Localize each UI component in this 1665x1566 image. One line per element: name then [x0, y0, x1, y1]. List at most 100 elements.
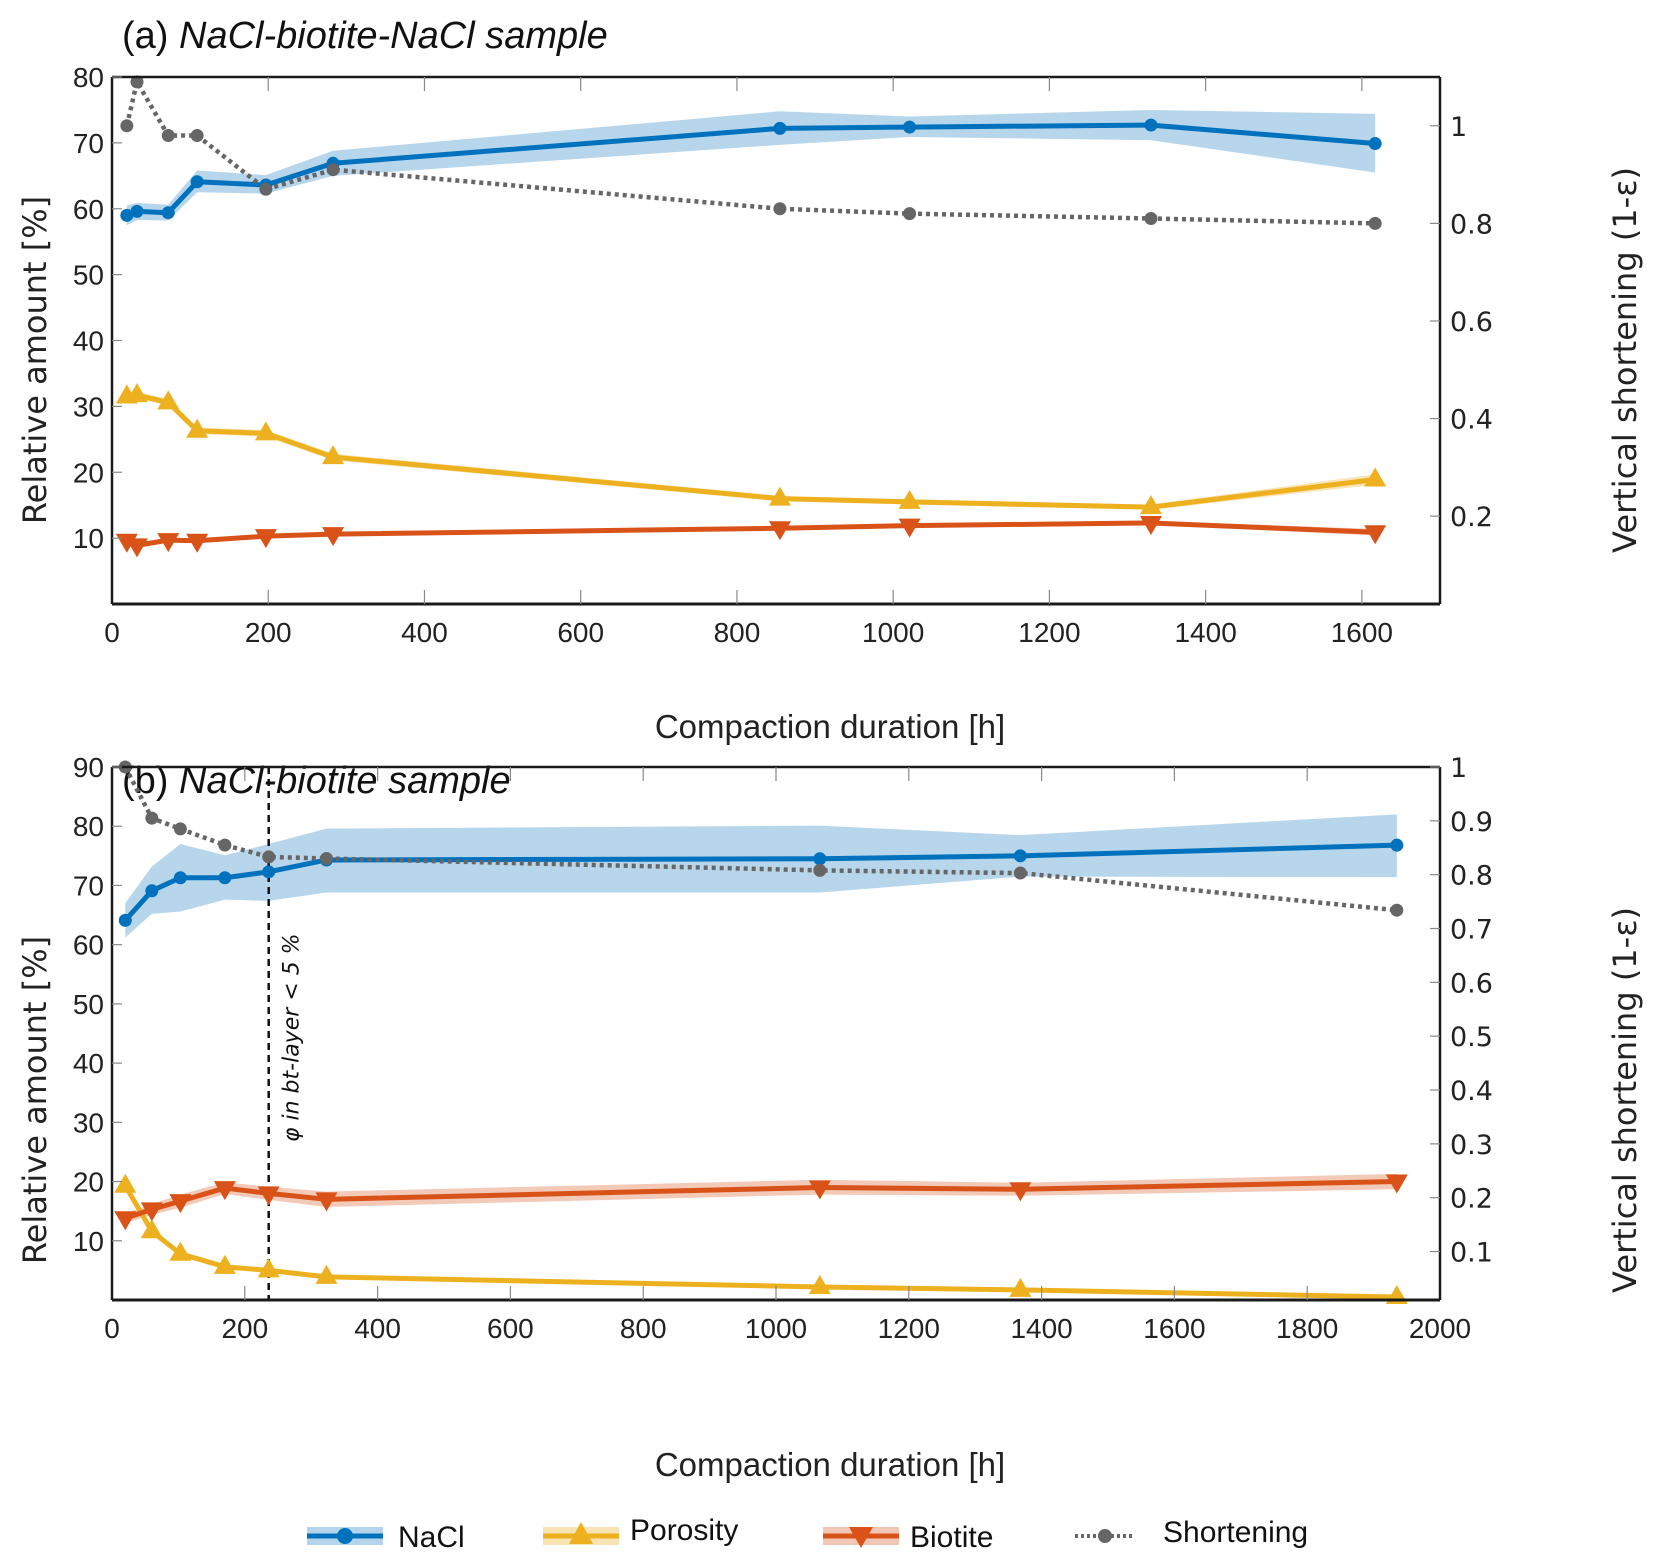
panel-a-y-tick-label: 50	[73, 260, 104, 291]
panel-a-nacl-point	[903, 120, 917, 134]
panel-b-nacl-point	[145, 884, 159, 898]
panel-b-biotite-point	[1385, 1174, 1408, 1194]
panel-a-shortening-point	[773, 202, 787, 216]
panel-b-y2-tick-label: 0.6	[1450, 968, 1493, 999]
panel-a-porosity-point	[768, 486, 791, 506]
panel-b-y2-tick-label: 0.7	[1450, 915, 1493, 946]
legend-biotite-marker	[849, 1527, 873, 1548]
legend: NaCl Porosity Biotite Shortening	[307, 1514, 1308, 1554]
panel-a: (a) NaCl-biotite-NaCl sample 0 200 400 600 8…	[16, 15, 1644, 745]
panel-a-x-tick-label: 1200	[1018, 617, 1080, 648]
panel-a-y-tick-label: 40	[73, 326, 104, 357]
legend-item-biotite: Biotite	[823, 1521, 993, 1554]
panel-b-x-tick-label: 800	[620, 1313, 667, 1344]
legend-item-porosity: Porosity	[543, 1514, 738, 1547]
panel-a-nacl-line	[125, 122, 1376, 218]
panel-a-x-tick-label: 0	[104, 617, 120, 648]
panel-a-x-tick-label: 800	[714, 617, 761, 648]
panel-a-y-tick-label: 20	[73, 457, 104, 488]
panel-a-biotite-point	[186, 533, 209, 553]
panel-a-shortening-point	[903, 207, 917, 221]
panel-b-x-tick-label: 600	[487, 1313, 534, 1344]
panel-a-porosity-band	[126, 391, 1376, 510]
panel-a-nacl-point	[161, 206, 175, 220]
panel-a-title: (a) NaCl-biotite-NaCl sample	[122, 15, 608, 57]
panel-a-biotite-point	[125, 538, 148, 558]
panel-b-y-axis-label: Relative amount [%]	[16, 936, 54, 1264]
panel-b-y2-tick-label: 1	[1450, 753, 1467, 784]
panel-a-shortening-point	[190, 129, 204, 143]
panel-a-nacl-band	[126, 109, 1376, 226]
panel-b-y-tick-label: 60	[73, 930, 104, 961]
panel-a-shortening-point	[161, 129, 175, 143]
panel-a-nacl-point	[190, 175, 204, 189]
panel-a-axes: 0 200 400 600 800 1000 1200 1400 1600 10 20 30 40 50 6…	[73, 62, 1493, 648]
panel-b-nacl-point	[262, 865, 276, 879]
panel-b-shortening-point	[1013, 866, 1027, 880]
panel-b-y-tick-label: 80	[73, 811, 104, 842]
panel-b-annotation-text: φ in bt-layer < 5 %	[280, 933, 305, 1142]
panel-a-biotite-point	[157, 533, 180, 553]
panel-b-biotite-point	[315, 1192, 338, 1212]
panel-b-shortening-point	[218, 838, 232, 852]
panel-a-porosity-point	[157, 390, 180, 410]
panel-a-biotite-point	[322, 527, 345, 547]
panel-a-porosity-point	[125, 383, 148, 403]
panel-a-porosity-point	[898, 489, 921, 509]
panel-a-nacl-point	[1368, 137, 1382, 151]
panel-b-shortening-line	[123, 765, 1398, 913]
legend-item-shortening: Shortening	[1075, 1516, 1308, 1549]
panel-b-y-tick-label: 20	[73, 1167, 104, 1198]
panel-a-shortening-point	[326, 163, 340, 177]
panel-a-biotite-point	[1364, 525, 1387, 545]
panel-b-shortening-point	[813, 863, 827, 877]
panel-b-biotite-line	[124, 1179, 1397, 1221]
panel-b-y2-axis-label: Vertical shortening (1-ε)	[1606, 907, 1644, 1293]
panel-b-y2-tick-label: 0.8	[1450, 861, 1493, 892]
panel-a-nacl-point	[1144, 118, 1158, 132]
panel-b-porosity-point	[315, 1264, 338, 1284]
panel-b-y-tick-label: 50	[73, 989, 104, 1020]
panel-b-shortening-point	[145, 811, 159, 825]
panel-a-porosity-point	[1139, 495, 1162, 515]
panel-b-shortening-point	[173, 822, 187, 836]
panel-b-porosity-point	[140, 1219, 163, 1239]
panel-a-shortening-point	[130, 75, 144, 89]
legend-porosity-label: Porosity	[630, 1514, 738, 1547]
panel-b-y-tick-label: 40	[73, 1048, 104, 1079]
panel-a-title-prefix: (a)	[122, 15, 168, 57]
panel-b-x-tick-label: 1800	[1276, 1313, 1338, 1344]
panel-b-x-tick-label: 1000	[745, 1313, 807, 1344]
panel-b-nacl-point	[1390, 838, 1404, 852]
panel-a-biotite-point	[1139, 515, 1162, 535]
panel-a-biotite-line	[125, 520, 1376, 548]
panel-b-y-tick-label: 90	[73, 752, 104, 783]
panel-b-shortening-point	[262, 850, 276, 864]
panel-b-nacl-point	[173, 871, 187, 885]
panel-b-nacl-band	[125, 814, 1397, 938]
legend-nacl-label: NaCl	[398, 1521, 465, 1554]
panel-b-x-tick-label: 400	[354, 1313, 401, 1344]
panel-b-axes: 0 200 400 600 800 1000 1200 1400 1600 1800 2000 10 2…	[73, 752, 1493, 1344]
panel-a-porosity-point	[322, 445, 345, 465]
panel-b-nacl-point	[118, 913, 132, 927]
legend-item-nacl: NaCl	[307, 1521, 465, 1554]
panel-b-x-tick-label: 200	[221, 1313, 268, 1344]
legend-nacl-marker	[337, 1528, 353, 1544]
panel-b-biotite-point	[257, 1186, 280, 1206]
panel-a-x-tick-label: 1000	[862, 617, 924, 648]
panel-b-nacl-point	[1013, 849, 1027, 863]
panel-b-nacl-point	[218, 871, 232, 885]
panel-a-markers	[115, 75, 1387, 558]
panel-b-y-tick-label: 30	[73, 1107, 104, 1138]
panel-b-x-tick-label: 1200	[878, 1313, 940, 1344]
legend-biotite-label: Biotite	[910, 1521, 993, 1554]
legend-shortening-label: Shortening	[1163, 1516, 1308, 1549]
panel-a-shortening-point	[120, 119, 134, 133]
panel-b-biotite-point	[213, 1181, 236, 1201]
panel-b-y2-tick-label: 0.5	[1450, 1022, 1493, 1053]
panel-a-y-tick-label: 10	[73, 523, 104, 554]
panel-b-porosity-point	[1009, 1277, 1032, 1297]
panel-a-y-tick-label: 60	[73, 194, 104, 225]
